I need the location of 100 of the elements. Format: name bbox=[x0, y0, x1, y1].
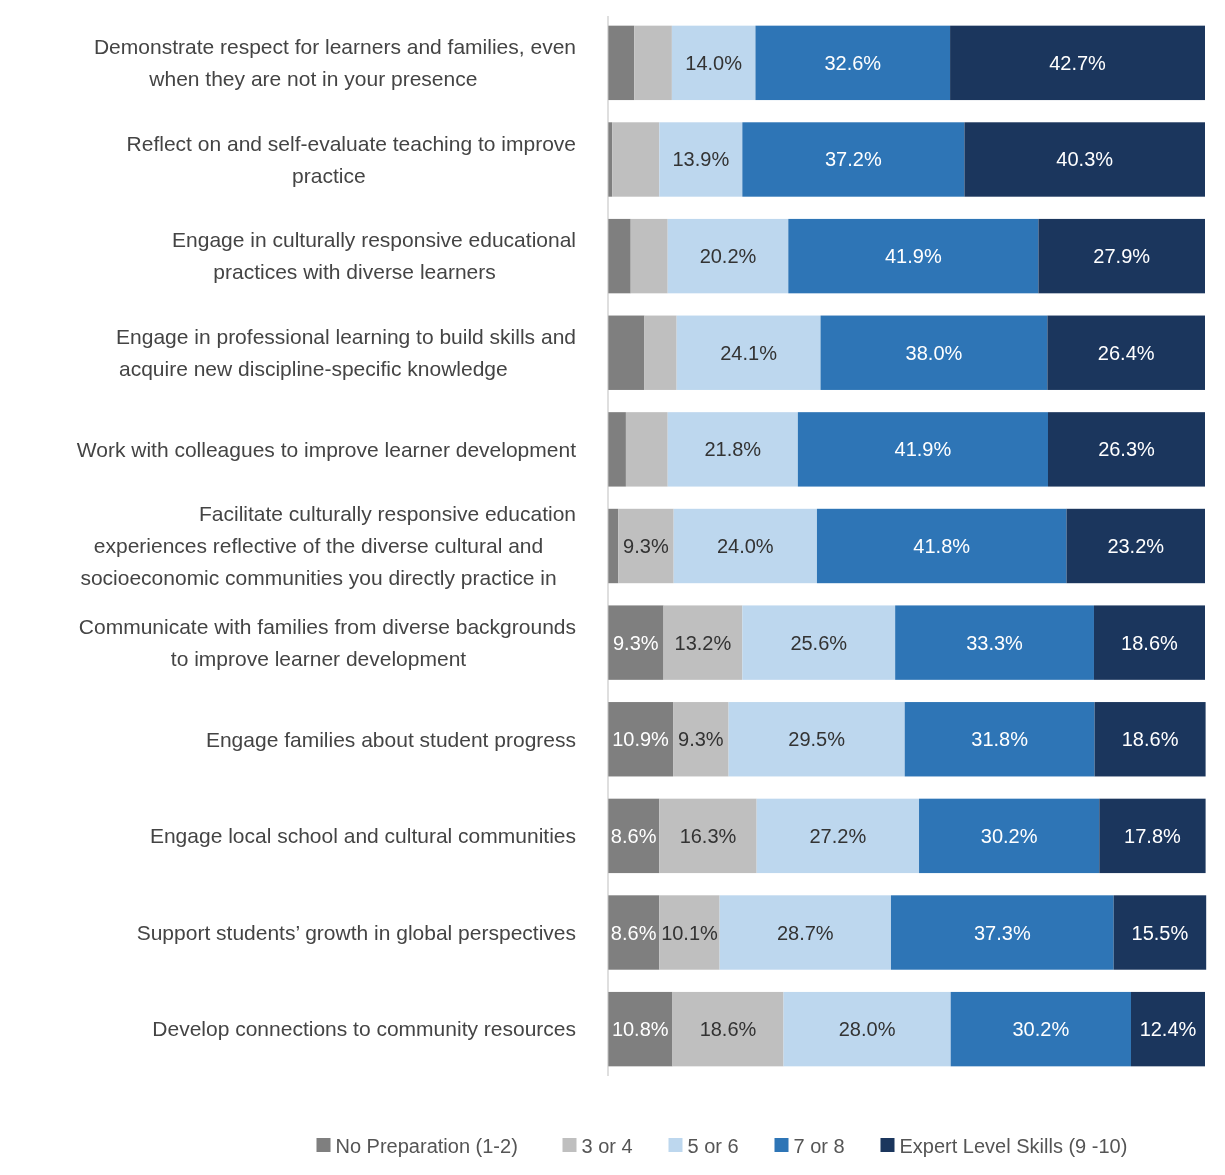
data-label: 18.6% bbox=[699, 1018, 757, 1041]
bar bbox=[950, 25, 1205, 101]
bar bbox=[608, 412, 626, 487]
data-label: 32.6% bbox=[824, 51, 882, 74]
data-label: 38.0% bbox=[905, 341, 963, 364]
legend-label: Expert Level Skills (9 -10) bbox=[899, 1135, 1128, 1157]
y-tick-label: Engage in culturally responsive educational practices with diverse learners bbox=[172, 228, 576, 284]
bar bbox=[1113, 895, 1207, 970]
data-label: 17.8% bbox=[1124, 824, 1182, 847]
y-tick-label: Support students’ growth in global perspectives bbox=[136, 920, 576, 944]
bar bbox=[919, 798, 1100, 874]
data-label: 33.3% bbox=[966, 631, 1024, 654]
y-tick-label: Communicate with families from diverse backgrounds to improve learner development bbox=[78, 614, 576, 670]
data-label: 21.8% bbox=[704, 438, 762, 461]
bar bbox=[608, 605, 664, 680]
bar bbox=[659, 895, 720, 970]
data-label: 16.3% bbox=[679, 824, 737, 847]
bar bbox=[630, 218, 668, 294]
bar bbox=[676, 315, 821, 390]
bar bbox=[742, 122, 965, 197]
data-label: 28.7% bbox=[776, 921, 834, 944]
bar bbox=[673, 702, 729, 777]
data-label: 26.4% bbox=[1097, 341, 1155, 364]
bar bbox=[742, 605, 896, 680]
bar bbox=[719, 895, 891, 970]
data-label: 24.1% bbox=[720, 341, 778, 364]
bar bbox=[797, 412, 1048, 487]
bar bbox=[608, 702, 674, 777]
bar bbox=[820, 315, 1048, 390]
y-tick-label: Engage families about student progress bbox=[205, 727, 576, 751]
bar bbox=[608, 218, 631, 294]
bar bbox=[659, 122, 743, 197]
bar bbox=[1093, 605, 1205, 680]
data-label: 18.6% bbox=[1121, 631, 1179, 654]
bar bbox=[667, 412, 798, 487]
data-label: 10.9% bbox=[612, 728, 670, 751]
y-tick-label: Engage local school and cultural communities bbox=[149, 824, 576, 848]
bar bbox=[964, 122, 1205, 197]
data-label: 13.2% bbox=[674, 631, 732, 654]
data-label: 27.9% bbox=[1093, 245, 1151, 268]
data-label: 23.2% bbox=[1107, 535, 1165, 557]
legend-label: 5 or 6 bbox=[687, 1135, 739, 1157]
legend-label: 3 or 4 bbox=[581, 1135, 633, 1157]
data-label: 29.5% bbox=[788, 728, 846, 751]
data-label: 8.6% bbox=[610, 921, 657, 944]
bar bbox=[1066, 508, 1205, 584]
data-label: 9.3% bbox=[623, 535, 669, 557]
data-label: 9.3% bbox=[678, 728, 724, 751]
data-label: 26.3% bbox=[1098, 438, 1156, 461]
data-label: 40.3% bbox=[1056, 148, 1114, 171]
data-label: 42.7% bbox=[1049, 51, 1107, 74]
data-label: 8.6% bbox=[610, 824, 657, 847]
data-label: 15.5% bbox=[1131, 921, 1189, 944]
data-label: 10.1% bbox=[661, 921, 719, 944]
data-label: 31.8% bbox=[971, 728, 1029, 751]
data-label: 30.2% bbox=[1012, 1018, 1070, 1041]
legend-label: No Preparation (1-2) bbox=[335, 1135, 518, 1157]
y-tick-label: Demonstrate respect for learners and families, even when they are not in your presence bbox=[93, 35, 576, 91]
data-label: 25.6% bbox=[790, 631, 848, 654]
data-label: 37.2% bbox=[825, 148, 882, 171]
bar bbox=[895, 605, 1094, 680]
bar bbox=[663, 605, 743, 680]
bar bbox=[659, 798, 757, 874]
bar bbox=[816, 508, 1067, 584]
y-tick-label: Develop connections to community resources bbox=[152, 1017, 576, 1041]
bar bbox=[950, 991, 1131, 1067]
bar bbox=[673, 508, 817, 584]
data-label: 27.2% bbox=[809, 824, 867, 847]
y-tick-label: Facilitate culturally responsive education experiences reflective of the diverse cultural and socioeconomic communities you directly practice in bbox=[80, 502, 576, 590]
data-label: 18.6% bbox=[1121, 728, 1179, 751]
bar bbox=[608, 25, 635, 101]
bar bbox=[904, 702, 1095, 777]
data-label: 41.8% bbox=[913, 535, 971, 557]
data-label: 12.4% bbox=[1139, 1018, 1197, 1041]
bar bbox=[671, 25, 756, 101]
bar bbox=[1038, 218, 1205, 294]
data-label: 14.0% bbox=[685, 51, 743, 74]
bar bbox=[755, 25, 951, 101]
bar bbox=[667, 218, 789, 294]
data-label: 13.9% bbox=[672, 148, 730, 171]
bar bbox=[612, 122, 660, 197]
data-label: 20.2% bbox=[699, 245, 757, 268]
bar bbox=[634, 25, 672, 101]
data-label: 41.9% bbox=[894, 438, 952, 461]
data-label: 30.2% bbox=[980, 824, 1038, 847]
bar bbox=[618, 508, 674, 584]
bar bbox=[672, 991, 784, 1067]
data-label: 9.3% bbox=[612, 631, 659, 654]
bar bbox=[1130, 991, 1205, 1067]
bar bbox=[1047, 315, 1205, 390]
data-label: 41.9% bbox=[885, 245, 942, 268]
bar bbox=[728, 702, 905, 777]
bar bbox=[644, 315, 677, 390]
bar bbox=[1099, 798, 1206, 874]
data-label: 28.0% bbox=[838, 1018, 896, 1041]
bar bbox=[890, 895, 1114, 970]
legend-label: 7 or 8 bbox=[793, 1135, 845, 1157]
y-tick-label: Engage in professional learning to build skills and acquire new discipline-specific knowledge bbox=[116, 325, 576, 381]
bar bbox=[783, 991, 951, 1067]
bar bbox=[756, 798, 920, 874]
